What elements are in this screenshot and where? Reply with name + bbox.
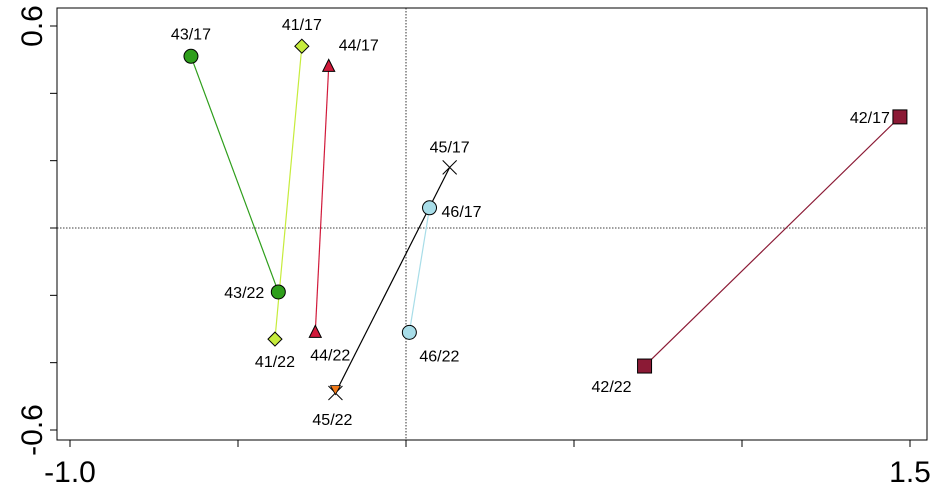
series-line-5 [644,116,901,367]
point-label: 41/22 [255,354,295,371]
y-tick-label-min: -0.6 [16,404,49,456]
point-label: 44/22 [310,347,350,364]
reference-lines [57,8,927,440]
x-tick-label-max: 1.5 [889,456,931,488]
point-marker-circle [270,284,286,300]
point-marker-diamond [294,38,310,54]
point-marker-triangle [321,58,336,72]
point-marker-circle [422,200,438,216]
point-label: 42/17 [850,110,890,127]
point-marker-circle [401,324,417,340]
point-marker-cross-b [442,160,458,175]
point-label: 42/22 [592,379,632,396]
point-labels: 43/17 43/22 41/17 41/22 44/17 44/22 45/17 45/22… [171,17,890,429]
x-tick-label-min: -1.0 [44,456,96,488]
point-marker-diamond [267,331,283,347]
point-label: 46/22 [419,348,459,365]
point-label: 41/17 [282,17,322,34]
point-label: 46/17 [442,204,482,221]
series-line-0 [190,56,279,293]
tick-labels: -1.0 1.5 0.6 -0.6 [16,5,931,488]
point-label: 44/17 [339,37,379,54]
plot-frame [56,7,928,441]
point-marker-square [637,358,653,374]
point-marker-triangle-down [329,385,342,396]
point-label: 45/22 [312,412,352,429]
point-marker-square [892,109,908,125]
y-tick-label-max: 0.6 [16,5,49,47]
point-label: 45/17 [430,139,470,156]
series-lines [190,46,901,394]
series-line-2 [314,66,330,333]
point-label: 43/22 [224,285,264,302]
point-label: 43/17 [171,26,211,43]
series-line-4 [408,207,431,333]
point-marker-circle [183,48,199,64]
point-markers [183,38,908,401]
point-marker-triangle [308,324,323,338]
axis-ticks [50,25,911,447]
